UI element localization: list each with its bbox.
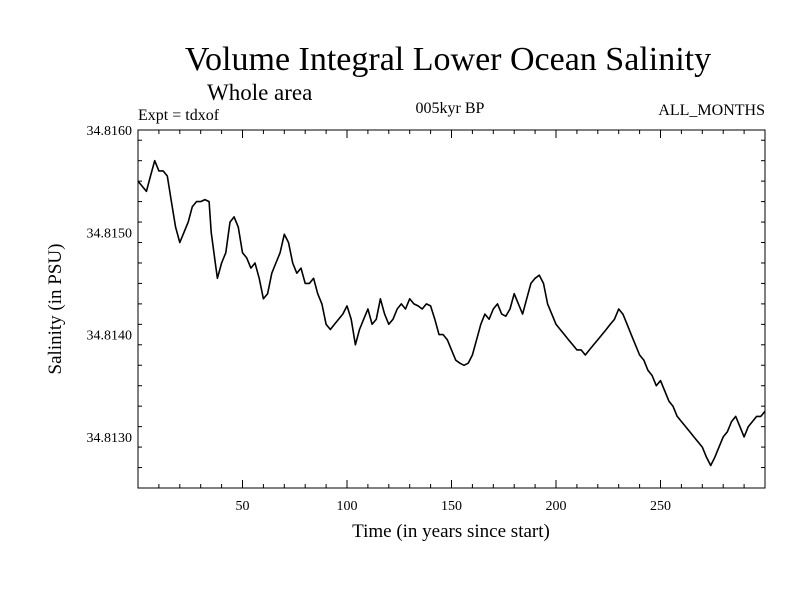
y-tick-label: 34.8140	[87, 329, 133, 344]
y-axis-label: Salinity (in PSU)	[45, 244, 66, 375]
x-axis-label: Time (in years since start)	[352, 521, 550, 542]
y-tick-labels: 34.8130 34.8140 34.8150 34.8160	[87, 124, 133, 446]
chart-subtitle: Whole area	[207, 80, 312, 105]
x-tick-labels: 50 100 150 200 250	[236, 499, 672, 514]
x-tick-label: 200	[546, 499, 567, 514]
chart-title: Volume Integral Lower Ocean Salinity	[185, 41, 711, 78]
months-label: ALL_MONTHS	[658, 102, 765, 119]
x-tick-label: 150	[441, 499, 462, 514]
y-tick-label: 34.8160	[87, 124, 133, 139]
y-tick-label: 34.8150	[87, 226, 133, 241]
period-label: 005kyr BP	[416, 100, 485, 117]
y-tick-label: 34.8130	[87, 431, 133, 446]
axis-ticks	[138, 130, 765, 489]
x-tick-label: 250	[650, 499, 671, 514]
salinity-series-line	[137, 159, 766, 467]
plot-frame	[137, 129, 766, 489]
x-tick-label: 50	[236, 499, 250, 514]
x-tick-label: 100	[337, 499, 358, 514]
expt-label: Expt = tdxof	[138, 107, 220, 124]
